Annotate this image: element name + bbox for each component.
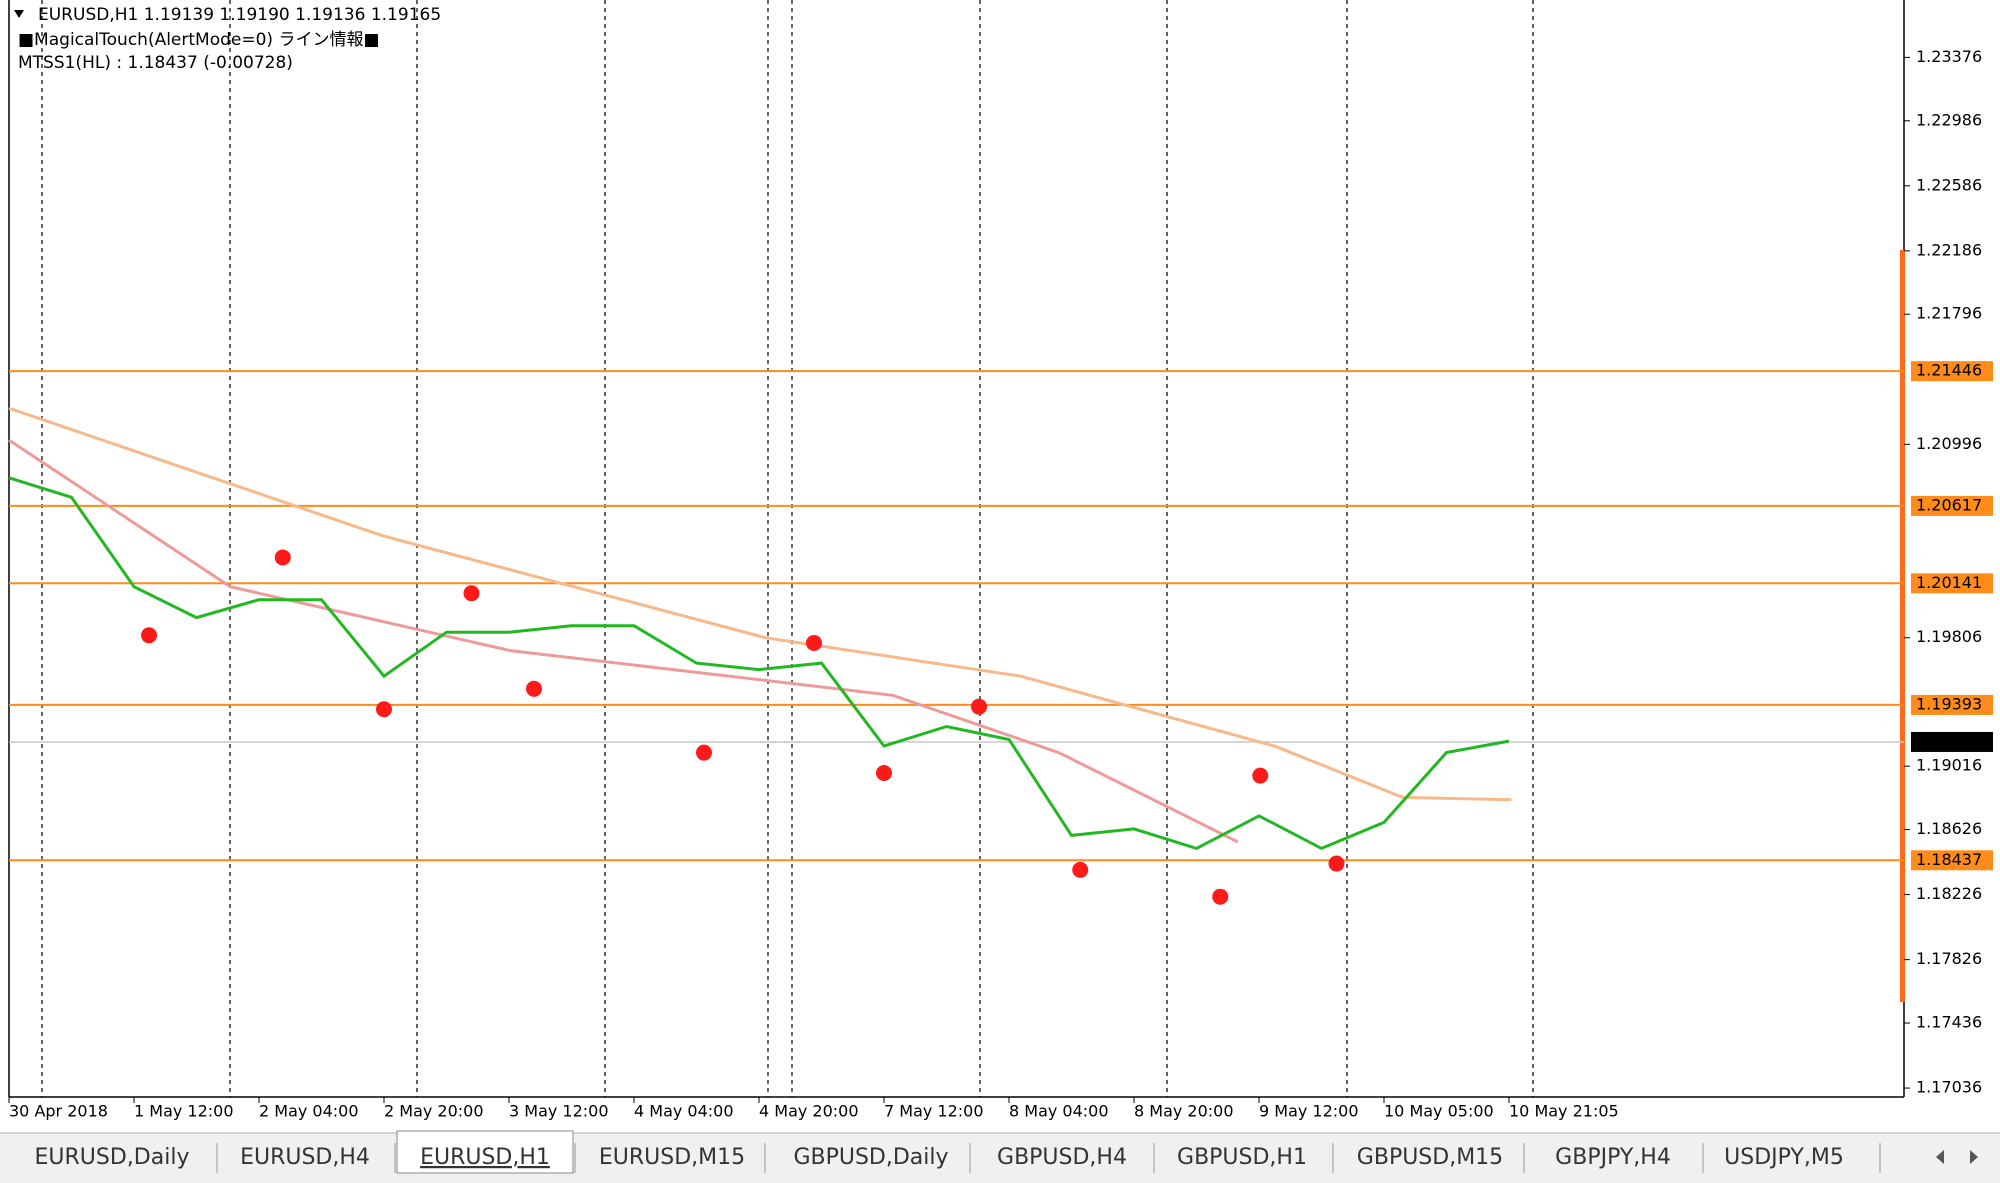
tab[interactable]: EURUSD,H1 (420, 1145, 550, 1170)
tab-scroll-right[interactable] (1970, 1150, 1978, 1164)
tab[interactable]: GBPUSD,Daily (793, 1145, 948, 1170)
y-tick-label: 1.17436 (1916, 1013, 1982, 1032)
tab[interactable]: GBPUSD,H1 (1177, 1145, 1307, 1170)
x-tick-label: 3 May 12:00 (509, 1102, 609, 1121)
line-price-tag (1911, 495, 1993, 516)
swing-point (463, 585, 480, 602)
y-tick-label: 1.18626 (1916, 819, 1982, 838)
y-tick-label: 1.21796 (1916, 304, 1982, 323)
tab[interactable]: GBPUSD,H4 (997, 1145, 1127, 1170)
y-tick-label: 1.22586 (1916, 175, 1982, 194)
x-tick-label: 10 May 21:05 (1509, 1102, 1619, 1121)
line-price-label: 1.21446 (1916, 361, 1982, 380)
y-tick-label: 1.19806 (1916, 627, 1982, 646)
x-tick-label: 4 May 04:00 (634, 1102, 734, 1121)
current-price-label: 1.19165 (1916, 731, 1982, 750)
tab-bar (0, 1133, 2000, 1183)
x-tick-label: 2 May 20:00 (384, 1102, 484, 1121)
price-line (8, 476, 1510, 851)
swing-point (1328, 855, 1345, 872)
line-price-label: 1.18437 (1916, 850, 1982, 869)
swing-point (1212, 888, 1229, 905)
x-tick-label: 7 May 12:00 (884, 1102, 984, 1121)
x-tick-label: 4 May 20:00 (759, 1102, 859, 1121)
current-price-tag (1911, 731, 1993, 752)
x-tick-label: 9 May 12:00 (1259, 1102, 1359, 1121)
swing-point (274, 549, 291, 566)
swing-point (876, 765, 892, 782)
indicator-bar (1900, 250, 1905, 1002)
y-tick-label: 1.17036 (1916, 1078, 1982, 1097)
line-price-tag (1911, 850, 1993, 871)
tab[interactable]: EURUSD,Daily (35, 1145, 190, 1170)
tab[interactable]: EURUSD,M15 (599, 1145, 745, 1170)
line-price-label: 1.19393 (1916, 694, 1982, 713)
y-tick-label: 1.22186 (1916, 240, 1982, 259)
tab-scroll-left[interactable] (1936, 1150, 1944, 1164)
x-tick-label: 8 May 04:00 (1009, 1102, 1109, 1121)
y-tick-label: 1.17826 (1916, 949, 1982, 968)
tab-active (396, 1130, 574, 1174)
line-price-tag (1911, 573, 1993, 594)
indicator-line: ■MagicalTouch(AlertMode=0) ライン情報■ (18, 30, 380, 50)
swing-point (696, 744, 712, 761)
y-tick-label: 1.18226 (1916, 884, 1982, 903)
x-tick-label: 30 Apr 2018 (9, 1102, 108, 1121)
swing-point (141, 627, 157, 644)
swing-point (1072, 861, 1089, 878)
tab[interactable]: GBPJPY,H4 (1555, 1145, 1671, 1170)
indicator-line: MTSS1(HL) : 1.18437 (-0.00728) (18, 53, 293, 73)
line-price-label: 1.20141 (1916, 573, 1982, 592)
x-tick-label: 8 May 20:00 (1134, 1102, 1234, 1121)
x-tick-label: 2 May 04:00 (259, 1102, 359, 1121)
swing-point (971, 698, 987, 715)
line-price-label: 1.20617 (1916, 495, 1982, 514)
y-tick-label: 1.20996 (1916, 434, 1982, 453)
tab[interactable]: GBPUSD,M15 (1357, 1145, 1503, 1170)
line-price-tag (1911, 694, 1993, 715)
line-price-tag (1911, 361, 1993, 382)
y-tick-label: 1.22986 (1916, 110, 1982, 129)
tab[interactable]: USDJPY,M5 (1724, 1145, 1844, 1170)
swing-point (376, 701, 392, 718)
x-tick-label: 1 May 12:00 (134, 1102, 234, 1121)
tab[interactable]: EURUSD,H4 (240, 1145, 370, 1170)
swing-point (526, 680, 542, 697)
y-tick-label: 1.23376 (1916, 47, 1982, 66)
symbol-line: EURUSD,H1 1.19139 1.19190 1.19136 1.1916… (38, 5, 441, 25)
price-line (8, 406, 1512, 802)
swing-point (1252, 767, 1269, 784)
price-line (8, 438, 1239, 844)
header-arrow (14, 10, 24, 18)
y-tick-label: 1.19016 (1916, 756, 1982, 775)
swing-point (806, 634, 822, 651)
x-tick-label: 10 May 05:00 (1384, 1102, 1494, 1121)
